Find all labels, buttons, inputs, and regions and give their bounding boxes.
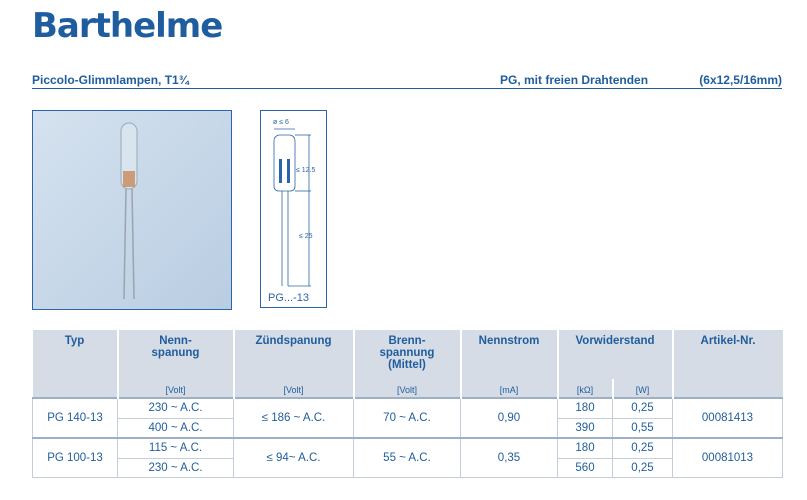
cell-kohm: 180: [557, 437, 613, 459]
cell-kohm: 180: [557, 397, 613, 419]
unit: [Volt]: [232, 379, 354, 398]
col-nennspanung: Nenn- spanung: [116, 330, 234, 379]
col-zuendspanung: Zündspanung: [232, 330, 354, 379]
length2-label: ≤ 25: [299, 233, 313, 240]
product-subtitle: PG, mit freien Drahtenden: [500, 73, 649, 87]
cell-strom: 0,90: [460, 397, 558, 439]
table-row: PG 100-13 115 ~ A.C. ≤ 94~ A.C. 55 ~ A.C…: [32, 437, 783, 478]
col-typ: Typ: [32, 330, 118, 398]
cell-zuend: ≤ 94~ A.C.: [233, 437, 354, 478]
cell-brenn: 70 ~ A.C.: [353, 397, 461, 439]
unit: [Volt]: [116, 379, 234, 398]
spec-table: Typ Nenn- spanung Zündspanung Brenn- spa…: [32, 330, 783, 478]
cell-brenn: 55 ~ A.C.: [353, 437, 461, 478]
cell-nenn: 115 ~ A.C.: [117, 437, 234, 459]
cell-artikel: 00081413: [672, 397, 783, 439]
cell-nenn: 230 ~ A.C.: [117, 397, 234, 419]
cell-kohm: 560: [557, 457, 613, 478]
cell-typ: PG 100-13: [32, 437, 118, 478]
diameter-label: ø ≤ 6: [273, 119, 289, 126]
dimension-drawing: ø ≤ 6 ≤ 12.5 ≤ 25 PG...-13: [260, 110, 327, 308]
cell-watt: 0,25: [612, 457, 673, 478]
cell-artikel: 00081013: [672, 437, 783, 478]
brand-logo: Barthelme: [32, 6, 223, 46]
cell-strom: 0,35: [460, 437, 558, 478]
cell-nenn: 230 ~ A.C.: [117, 457, 234, 478]
unit: [W]: [611, 379, 673, 398]
cell-kohm: 390: [557, 417, 613, 439]
unit: [kΩ]: [556, 379, 613, 398]
col-vorwiderstand: Vorwiderstand: [556, 330, 673, 379]
unit: [Volt]: [352, 379, 461, 398]
col-artikel: Artikel-Nr.: [671, 330, 783, 398]
unit: [mA]: [459, 379, 558, 398]
cell-watt: 0,55: [612, 417, 673, 439]
cell-watt: 0,25: [612, 437, 673, 459]
product-photo: [32, 110, 232, 310]
cell-nenn: 400 ~ A.C.: [117, 417, 234, 439]
section-header: Piccolo-Glimmlampen, T1¾ PG, mit freien …: [32, 72, 782, 89]
length1-label: ≤ 12.5: [296, 167, 316, 174]
model-label: PG...-13: [268, 292, 309, 304]
col-nennstrom: Nennstrom: [459, 330, 558, 379]
col-brennspannung: Brenn- spannung (Mittel): [352, 330, 461, 379]
product-dimensions: (6x12,5/16mm): [699, 73, 782, 87]
table-row: 230 ~ A.C. 560 0,25: [33, 457, 783, 478]
product-title: Piccolo-Glimmlampen, T1¾: [32, 73, 189, 87]
cell-typ: PG 140-13: [32, 397, 118, 439]
table-row: PG 140-13 230 ~ A.C. ≤ 186 ~ A.C. 70 ~ A…: [32, 397, 783, 439]
cell-zuend: ≤ 186 ~ A.C.: [233, 397, 354, 439]
table-row: 400 ~ A.C. 390 0,55: [33, 417, 783, 439]
cell-watt: 0,25: [612, 397, 673, 419]
